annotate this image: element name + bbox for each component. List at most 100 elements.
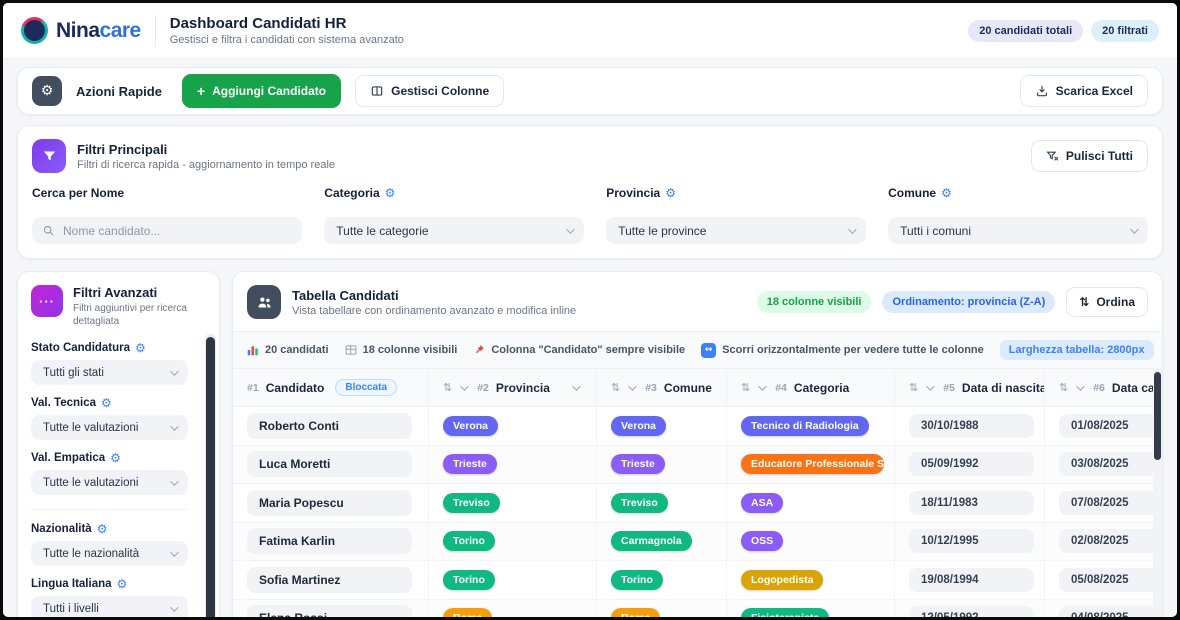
filter-select[interactable]: Tutte le valutazioni — [31, 415, 188, 440]
column-header[interactable]: ⇅ #5 Data di nascita — [894, 369, 1044, 406]
sort-arrows-icon[interactable]: ⇅ — [611, 381, 621, 394]
province-tag[interactable]: Torino — [443, 531, 495, 552]
municipality-select[interactable]: Tutti i comuni — [888, 217, 1148, 244]
municipality-tag[interactable]: Roma — [611, 608, 661, 617]
chevron-down-icon[interactable] — [460, 381, 469, 391]
sort-arrows-icon[interactable]: ⇅ — [909, 381, 919, 394]
advanced-filter-group: Lingua Italiana ⚙ Tutti i livelli — [31, 577, 188, 617]
column-header[interactable]: ⇅ #3 Comune — [596, 369, 726, 406]
birth-date[interactable]: 18/11/1983 — [909, 490, 1034, 515]
application-date[interactable]: 07/08/2025 — [1059, 490, 1162, 515]
column-header[interactable]: #1 Candidato Bloccata — [233, 369, 428, 406]
gear-icon[interactable]: ⚙ — [941, 186, 952, 200]
province-tag[interactable]: Verona — [443, 415, 499, 436]
sort-arrows-icon[interactable]: ⇅ — [443, 381, 453, 394]
application-date[interactable]: 01/08/2025 — [1059, 413, 1162, 438]
province-tag[interactable]: Roma — [443, 608, 493, 617]
pinned-column-info: Colonna "Candidato" sempre visibile — [473, 344, 685, 356]
search-input[interactable] — [63, 223, 293, 238]
gear-icon[interactable]: ⚙ — [384, 186, 396, 200]
table-scrollbar[interactable] — [1153, 369, 1162, 617]
category-tag[interactable]: Educatore Professionale Sanitario — [741, 454, 884, 475]
filtered-candidates-badge: 20 filtrati — [1091, 19, 1159, 42]
province-tag[interactable]: Treviso — [443, 492, 500, 513]
category-tag[interactable]: ASA — [741, 492, 784, 513]
filter-label: Val. Tecnica — [31, 397, 96, 409]
municipality-tag[interactable]: Trieste — [611, 454, 665, 475]
column-label: Data di nascita — [961, 380, 1044, 395]
candidate-name[interactable]: Luca Moretti — [247, 451, 412, 478]
manage-columns-button[interactable]: Gestisci Colonne — [355, 75, 505, 107]
column-header[interactable]: ⇅ #2 Provincia — [428, 369, 596, 406]
category-tag[interactable]: Fisioterapista — [741, 608, 830, 617]
birth-date[interactable]: 10/12/1995 — [909, 529, 1034, 554]
clear-all-filters-button[interactable]: Pulisci Tutti — [1030, 140, 1148, 172]
download-excel-button[interactable]: Scarica Excel — [1019, 75, 1148, 107]
gear-icon[interactable]: ⚙ — [116, 577, 128, 591]
chevron-down-icon[interactable] — [1076, 381, 1085, 391]
filter-select[interactable]: Tutte le nazionalità — [31, 541, 188, 566]
sort-button[interactable]: ⇅ Ordina — [1066, 287, 1148, 317]
municipality-label: Comune ⚙ — [888, 186, 952, 200]
application-date[interactable]: 04/08/2025 — [1059, 606, 1162, 617]
filter-select[interactable]: Tutte le valutazioni — [31, 470, 188, 495]
filter-select[interactable]: Tutti i livelli — [31, 596, 188, 617]
table-header-row: #1 Candidato Bloccata ⇅ #2 Provincia ⇅ #… — [233, 369, 1162, 407]
column-label: Provincia — [495, 380, 550, 395]
pin-icon — [473, 344, 485, 356]
candidate-name[interactable]: Sofia Martinez — [247, 566, 412, 593]
candidate-name[interactable]: Maria Popescu — [247, 489, 412, 516]
chevron-down-icon[interactable] — [926, 381, 935, 391]
gear-icon[interactable]: ⚙ — [665, 186, 676, 200]
table-row: Sofia Martinez Torino Torino Logopedista… — [233, 561, 1162, 600]
chevron-down-icon — [566, 224, 575, 234]
birth-date[interactable]: 19/08/1994 — [909, 567, 1034, 592]
sidebar-scrollbar[interactable] — [205, 334, 216, 617]
column-header[interactable]: ⇅ #6 Data candidatura — [1044, 369, 1162, 406]
table-scrollbar-thumb[interactable] — [1154, 372, 1161, 460]
municipality-tag[interactable]: Treviso — [611, 492, 668, 513]
advanced-filter-group: Val. Empatica ⚙ Tutte le valutazioni — [31, 452, 188, 495]
municipality-tag[interactable]: Carmagnola — [611, 531, 692, 552]
application-date[interactable]: 03/08/2025 — [1059, 452, 1162, 477]
gear-icon[interactable]: ⚙ — [135, 341, 146, 355]
gear-icon[interactable]: ⚙ — [101, 396, 112, 410]
municipality-tag[interactable]: Verona — [611, 415, 667, 436]
funnel-icon — [32, 139, 66, 173]
name-search-field — [32, 217, 303, 244]
table-width-badge: Larghezza tabella: 2800px — [999, 340, 1154, 360]
sort-arrows-icon[interactable]: ⇅ — [1059, 381, 1069, 394]
chevron-down-icon[interactable] — [758, 381, 767, 391]
candidate-name[interactable]: Fatima Karlin — [247, 528, 412, 555]
province-tag[interactable]: Trieste — [443, 454, 497, 475]
candidate-name[interactable]: Roberto Conti — [247, 412, 412, 439]
category-label: Categoria ⚙ — [324, 186, 396, 200]
page-title-block: Dashboard Candidati HR Gestisci e filtra… — [170, 15, 404, 46]
gear-icon[interactable]: ⚙ — [110, 451, 121, 465]
filter-select[interactable]: Tutti gli stati — [31, 360, 188, 385]
category-tag[interactable]: Tecnico di Radiologia — [741, 415, 869, 436]
province-tag[interactable]: Torino — [443, 569, 495, 590]
add-candidate-button[interactable]: + Aggiungi Candidato — [181, 74, 342, 108]
sidebar-scrollbar-thumb[interactable] — [206, 337, 215, 617]
category-select[interactable]: Tutte le categorie — [324, 217, 585, 244]
birth-date[interactable]: 05/09/1992 — [909, 452, 1034, 477]
advanced-filter-group: Stato Candidatura ⚙ Tutti gli stati — [31, 342, 188, 385]
column-header[interactable]: ⇅ #4 Categoria — [726, 369, 894, 406]
sort-arrows-icon[interactable]: ⇅ — [741, 381, 751, 394]
province-select[interactable]: Tutte le province — [606, 217, 867, 244]
category-tag[interactable]: OSS — [741, 531, 784, 552]
candidate-name[interactable]: Elena Rossi — [247, 605, 412, 617]
birth-date[interactable]: 30/10/1988 — [909, 413, 1034, 438]
chevron-down-icon[interactable] — [572, 381, 581, 391]
gear-icon[interactable]: ⚙ — [96, 522, 108, 536]
municipality-tag[interactable]: Torino — [611, 569, 663, 590]
table-row: Roberto Conti Verona Verona Tecnico di R… — [233, 407, 1162, 446]
birth-date[interactable]: 12/05/1992 — [909, 606, 1034, 617]
category-tag[interactable]: Logopedista — [741, 569, 824, 590]
column-label: Categoria — [793, 380, 850, 395]
application-date[interactable]: 02/08/2025 — [1059, 529, 1162, 554]
application-date[interactable]: 05/08/2025 — [1059, 567, 1162, 592]
chevron-down-icon[interactable] — [628, 381, 637, 391]
